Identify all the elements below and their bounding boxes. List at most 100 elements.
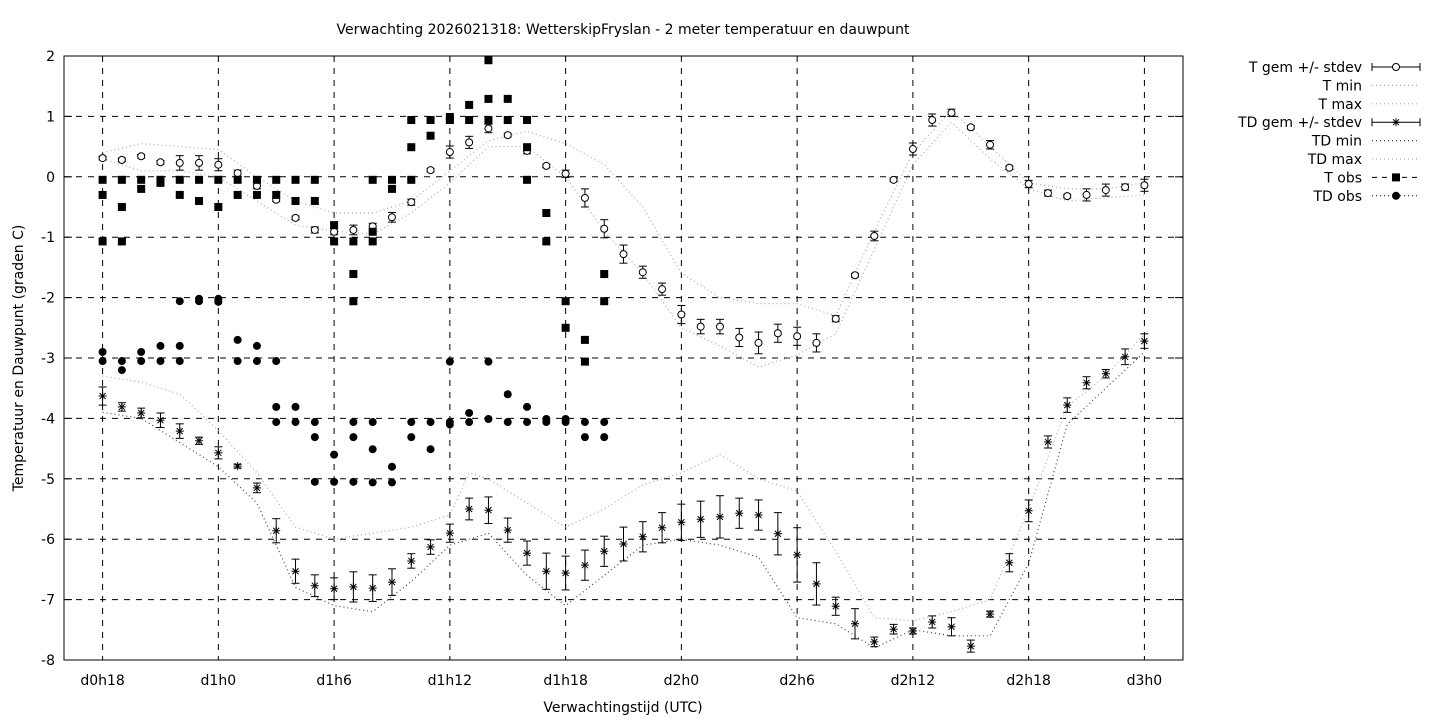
td-obs-point bbox=[233, 357, 242, 366]
td-mean-marker bbox=[986, 610, 995, 619]
t-mean-marker bbox=[889, 175, 898, 184]
td-obs-point bbox=[542, 418, 551, 427]
x-tick-label: d1h12 bbox=[428, 673, 472, 689]
t-mean-marker bbox=[812, 338, 821, 347]
t-mean-marker bbox=[928, 116, 937, 125]
t-mean-marker bbox=[580, 193, 589, 202]
t-obs-point bbox=[465, 116, 474, 125]
td-mean-point bbox=[1101, 368, 1110, 379]
t-obs-point bbox=[117, 237, 126, 246]
td-mean-marker bbox=[1043, 437, 1052, 446]
td-mean-marker bbox=[407, 556, 416, 565]
t-obs-point bbox=[445, 116, 454, 125]
t-obs-point bbox=[523, 143, 532, 152]
td-mean-point bbox=[754, 499, 763, 531]
line-td-max bbox=[102, 333, 1145, 622]
td-mean-marker bbox=[98, 392, 107, 401]
t-mean-marker bbox=[137, 152, 146, 161]
t-mean-point bbox=[870, 230, 879, 242]
td-mean-marker bbox=[715, 512, 724, 521]
legend-label: TD gem +/- stdev bbox=[1237, 115, 1362, 131]
t-mean-marker bbox=[503, 131, 512, 140]
t-mean-marker bbox=[195, 158, 204, 167]
y-tick-label: 2 bbox=[46, 49, 55, 65]
td-mean-point bbox=[600, 535, 609, 567]
td-mean-point bbox=[947, 617, 956, 637]
t-mean-point bbox=[310, 225, 319, 234]
t-mean-marker bbox=[387, 213, 396, 222]
t-obs-point bbox=[310, 196, 319, 205]
t-obs-point bbox=[561, 297, 570, 306]
t-mean-point bbox=[175, 155, 184, 171]
t-obs-point bbox=[330, 221, 339, 230]
td-obs-point bbox=[195, 297, 204, 306]
t-mean-point bbox=[1024, 179, 1033, 189]
t-mean-point bbox=[908, 142, 917, 156]
t-obs-point bbox=[252, 190, 261, 199]
t-mean-point bbox=[214, 158, 223, 172]
t-mean-point bbox=[928, 113, 937, 127]
t-obs-point bbox=[368, 227, 377, 236]
t-obs-point bbox=[175, 190, 184, 199]
t-mean-point bbox=[407, 198, 416, 207]
td-mean-marker bbox=[195, 436, 204, 445]
td-mean-marker bbox=[484, 506, 493, 515]
t-mean-point bbox=[445, 145, 454, 159]
t-obs-point bbox=[117, 175, 126, 184]
td-mean-marker bbox=[658, 523, 667, 532]
td-obs-point bbox=[368, 478, 377, 487]
td-obs-point bbox=[214, 297, 223, 306]
td-mean-point bbox=[1005, 553, 1014, 573]
t-mean-point bbox=[465, 135, 474, 149]
td-mean-point bbox=[233, 462, 242, 471]
td-mean-point bbox=[465, 497, 474, 521]
t-obs-point bbox=[580, 357, 589, 366]
x-axis-label: Verwachtingstijd (UTC) bbox=[543, 700, 702, 716]
legend-item-td-max: TD max bbox=[1307, 152, 1420, 168]
td-mean-point bbox=[368, 574, 377, 602]
td-obs-point bbox=[349, 418, 358, 427]
t-obs-point bbox=[561, 323, 570, 332]
td-obs-point bbox=[156, 341, 165, 350]
t-obs-point bbox=[523, 116, 532, 125]
t-obs-point bbox=[387, 184, 396, 193]
t-obs-point bbox=[349, 270, 358, 279]
td-mean-marker bbox=[233, 462, 242, 471]
td-obs-point bbox=[523, 418, 532, 427]
t-mean-point bbox=[1005, 163, 1014, 172]
t-mean-marker bbox=[445, 148, 454, 157]
legend-item-td-mean: TD gem +/- stdev bbox=[1237, 115, 1421, 131]
td-mean-point bbox=[542, 552, 551, 590]
t-obs-point bbox=[214, 175, 223, 184]
td-mean-point bbox=[580, 549, 589, 581]
t-mean-point bbox=[812, 333, 821, 353]
t-obs-point bbox=[407, 175, 416, 184]
t-mean-point bbox=[580, 188, 589, 208]
td-mean-point bbox=[484, 496, 493, 524]
t-mean-point bbox=[503, 131, 512, 140]
td-mean-marker bbox=[117, 402, 126, 411]
t-mean-point bbox=[831, 314, 840, 323]
t-obs-point bbox=[98, 237, 107, 246]
t-obs-point bbox=[600, 297, 609, 306]
td-mean-point bbox=[812, 562, 821, 606]
td-mean-point bbox=[426, 539, 435, 555]
t-mean-marker bbox=[484, 124, 493, 133]
t-mean-marker bbox=[349, 225, 358, 234]
td-mean-marker bbox=[310, 581, 319, 590]
legend-label: TD obs bbox=[1312, 189, 1362, 205]
td-mean-marker bbox=[889, 625, 898, 634]
td-mean-point bbox=[619, 526, 628, 562]
t-mean-point bbox=[966, 123, 975, 132]
td-obs-point bbox=[523, 402, 532, 411]
t-obs-point bbox=[484, 94, 493, 103]
t-obs-point bbox=[137, 175, 146, 184]
y-tick-label: -5 bbox=[41, 472, 55, 488]
t-obs-point bbox=[407, 143, 416, 152]
t-mean-point bbox=[98, 154, 107, 163]
td-obs-point bbox=[310, 477, 319, 486]
t-obs-point bbox=[426, 116, 435, 125]
t-obs-point bbox=[98, 175, 107, 184]
t-mean-marker bbox=[156, 158, 165, 167]
legend-item-td-obs: TD obs bbox=[1312, 189, 1420, 205]
